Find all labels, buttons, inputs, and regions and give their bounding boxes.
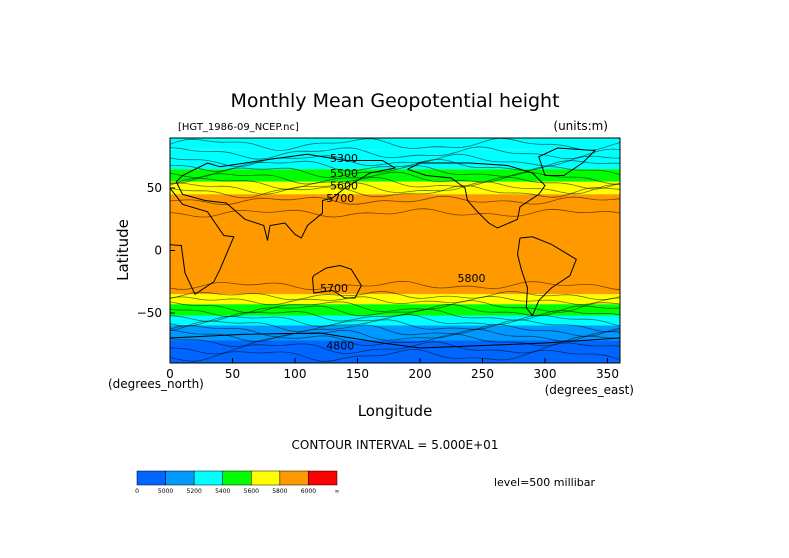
- coastline-5: [538, 147, 597, 176]
- coastlines: [170, 147, 620, 349]
- y-tick-label-2: −50: [137, 306, 162, 320]
- units-label: (units:m): [553, 119, 608, 133]
- y-tick-label-0: 50: [147, 181, 162, 195]
- y-axis: 50 0 −50: [137, 181, 175, 320]
- contour-label-6: 4800: [326, 340, 354, 353]
- height-band-7: [170, 304, 620, 316]
- contour-label-5: 5700: [320, 282, 348, 295]
- y-axis-label: Latitude: [114, 219, 132, 281]
- coastline-4: [516, 236, 577, 317]
- contour-line-21: [170, 333, 620, 348]
- contour-line-8: [170, 185, 620, 199]
- height-band-6: [170, 294, 620, 305]
- contour-line-12: [170, 291, 620, 301]
- colorbar-label-1: 5000: [158, 488, 173, 495]
- colorbar-label-3: 5400: [215, 488, 230, 495]
- contour-line-23: [170, 349, 620, 362]
- contour-label-1: 5500: [330, 167, 358, 180]
- colorbar-label-6: 6000: [301, 488, 316, 495]
- height-band-4: [170, 194, 620, 278]
- contour-line-7: [170, 181, 620, 195]
- coastline-0: [170, 187, 235, 296]
- contour-line-9: [170, 195, 620, 206]
- contour-lines: [170, 138, 620, 362]
- x-tick-label-6: 300: [534, 367, 557, 381]
- colorbar-label-0: 0: [135, 488, 139, 495]
- colorbar-swatch-5: [279, 470, 309, 486]
- y-tick-label-1: 0: [154, 244, 162, 258]
- y-unit-label: (degrees_north): [108, 377, 204, 391]
- colorbar-swatch-2: [193, 470, 223, 486]
- colorbar-swatch-0: [136, 470, 166, 486]
- colorbar-swatch-6: [308, 470, 338, 486]
- x-tick-label-7: 350: [596, 367, 619, 381]
- contour-line-18: [170, 319, 620, 333]
- height-band-2: [170, 169, 620, 182]
- contour-line-17: [170, 314, 620, 327]
- x-tick-label-0: 0: [166, 367, 174, 381]
- contour-line-20: [170, 328, 620, 343]
- coastline-2: [311, 264, 362, 299]
- contour-interval-text: CONTOUR INTERVAL = 5.000E+01: [292, 438, 499, 452]
- colorbar-swatch-3: [222, 470, 252, 486]
- height-band-5: [170, 278, 620, 295]
- colorbar-label-4: 5600: [244, 488, 259, 495]
- contour-label-2: 5600: [330, 180, 358, 193]
- colorbar: 0 5000 5200 5400 5600 5800 6000 ∞: [135, 470, 340, 495]
- chart-title: Monthly Mean Geopotential height: [230, 90, 559, 112]
- contour-line-6: [170, 176, 620, 190]
- contour-line-4: [170, 165, 620, 179]
- x-axis: 0 50 100 150 200 250 300 350: [166, 358, 619, 381]
- contour-label-4: 5800: [458, 272, 486, 285]
- coastline-3: [407, 162, 546, 229]
- contour-line-22: [170, 341, 620, 355]
- contour-line-10: [170, 208, 620, 218]
- x-tick-label-5: 250: [471, 367, 494, 381]
- level-text: level=500 millibar: [494, 476, 596, 489]
- coastline-1: [175, 153, 397, 241]
- height-band-10: [170, 340, 620, 363]
- colorbar-label-5: 5800: [272, 488, 287, 495]
- colorbar-swatch-4: [251, 470, 281, 486]
- contour-line-13: [170, 295, 620, 306]
- contour-line-2: [170, 154, 620, 168]
- x-tick-label-3: 150: [346, 367, 369, 381]
- x-tick-label-2: 100: [284, 367, 307, 381]
- colorbar-label-7: ∞: [335, 488, 340, 495]
- x-tick-label-1: 50: [225, 367, 240, 381]
- contour-line-11: [170, 280, 620, 291]
- x-axis-label: Longitude: [358, 402, 433, 420]
- contour-label-0: 5300: [330, 152, 358, 165]
- height-band-0: [170, 138, 620, 150]
- file-label: [HGT_1986-09_NCEP.nc]: [178, 122, 299, 133]
- x-unit-label: (degrees_east): [545, 383, 634, 397]
- x-tick-label-4: 200: [409, 367, 432, 381]
- contour-line-19: [170, 324, 620, 338]
- contour-line-1: [170, 146, 620, 160]
- contour-line-0: [170, 138, 620, 151]
- colorbar-label-2: 5200: [187, 488, 202, 495]
- colorbar-swatch-1: [165, 470, 195, 486]
- contour-label-3: 5700: [326, 192, 354, 205]
- coastline-6: [170, 332, 620, 349]
